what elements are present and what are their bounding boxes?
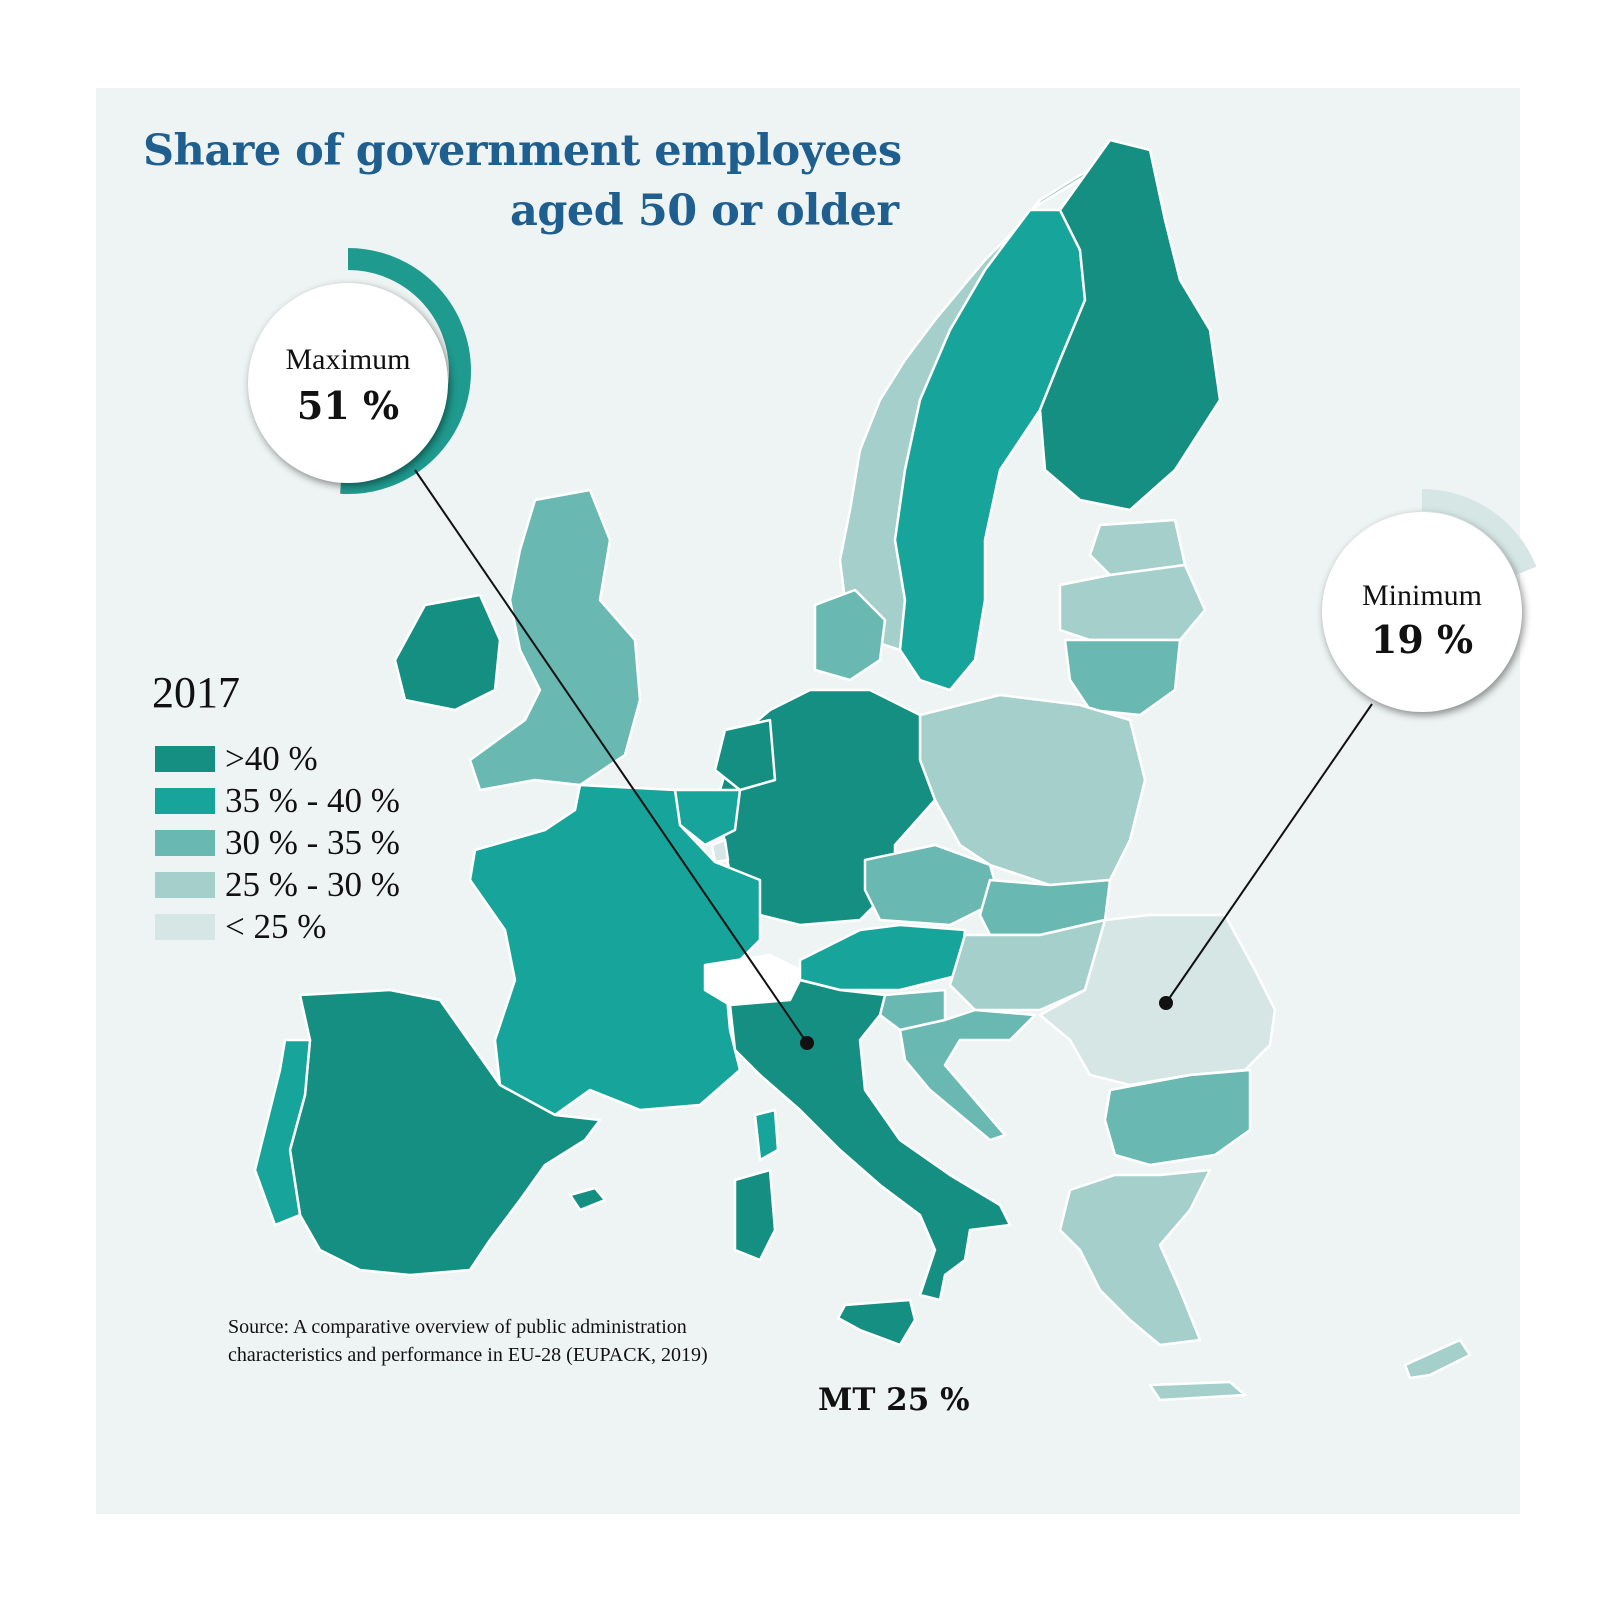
region-finland[interactable] [1038,138,1222,512]
minimum-callout: Minimum 19 % [1322,512,1522,712]
legend-label: 30 % - 35 % [225,823,400,862]
minimum-marker [1159,996,1173,1010]
legend-swatch [155,788,215,814]
region-romania[interactable] [1038,913,1277,1087]
source-line1: Source: A comparative overview of public… [228,1316,687,1338]
minimum-leader-line [1165,703,1373,1004]
legend-item: >40 % [155,738,400,780]
source-line2: characteristics and performance in EU-28… [228,1344,708,1366]
legend-item: 25 % - 30 % [155,864,400,906]
maximum-donut [225,248,471,494]
region-luxembourg[interactable] [710,838,730,864]
legend-swatch [155,872,215,898]
maximum-ring [225,248,471,494]
legend-item: 35 % - 40 % [155,780,400,822]
legend-label: >40 % [225,739,318,778]
region-lithuania[interactable] [1063,638,1182,717]
source-note: Source: A comparative overview of public… [228,1313,708,1369]
maximum-marker [800,1036,814,1050]
region-uk[interactable] [468,488,642,792]
malta-label: MT 25 % [818,1382,970,1418]
minimum-label: Minimum [1361,579,1482,612]
region-corsica [753,1108,780,1162]
region-bulgaria[interactable] [1103,1068,1252,1167]
legend: >40 % 35 % - 40 % 30 % - 35 % 25 % - 30 … [155,738,400,948]
legend-label: 35 % - 40 % [225,781,400,820]
maximum-callout: Maximum 51 % [248,283,448,483]
legend-label: 25 % - 30 % [225,865,400,904]
region-portugal[interactable] [253,1038,312,1227]
legend-year: 2017 [152,668,240,717]
region-croatia[interactable] [898,1008,1037,1142]
region-italy[interactable] [728,978,1012,1302]
maximum-value: 51 % [296,383,400,428]
minimum-value: 19 % [1370,617,1474,662]
legend-item: < 25 % [155,906,400,948]
legend-swatch [155,830,215,856]
minimum-ring [1299,489,1545,735]
map-title-line1: Share of government employees [143,126,902,176]
region-sardinia [733,1168,777,1262]
region-latvia[interactable] [1058,563,1207,642]
region-sicily [836,1298,917,1347]
region-netherlands[interactable] [713,718,777,792]
maximum-label: Maximum [285,343,411,376]
minimum-donut [1299,489,1545,735]
region-balearics [568,1186,607,1212]
region-cyprus[interactable] [1403,1338,1472,1380]
region-hungary[interactable] [948,918,1107,1012]
region-denmark[interactable] [813,588,887,682]
region-austria[interactable] [798,923,967,992]
region-czechia[interactable] [863,843,1002,927]
legend-label: < 25 % [225,907,327,946]
map-title-line2: aged 50 or older [510,186,899,236]
region-greece[interactable] [1058,1168,1212,1347]
region-crete [1148,1380,1247,1402]
legend-swatch [155,914,215,940]
maximum-leader-line [414,469,808,1044]
legend-item: 30 % - 35 % [155,822,400,864]
region-ireland[interactable] [393,593,502,712]
legend-swatch [155,746,215,772]
